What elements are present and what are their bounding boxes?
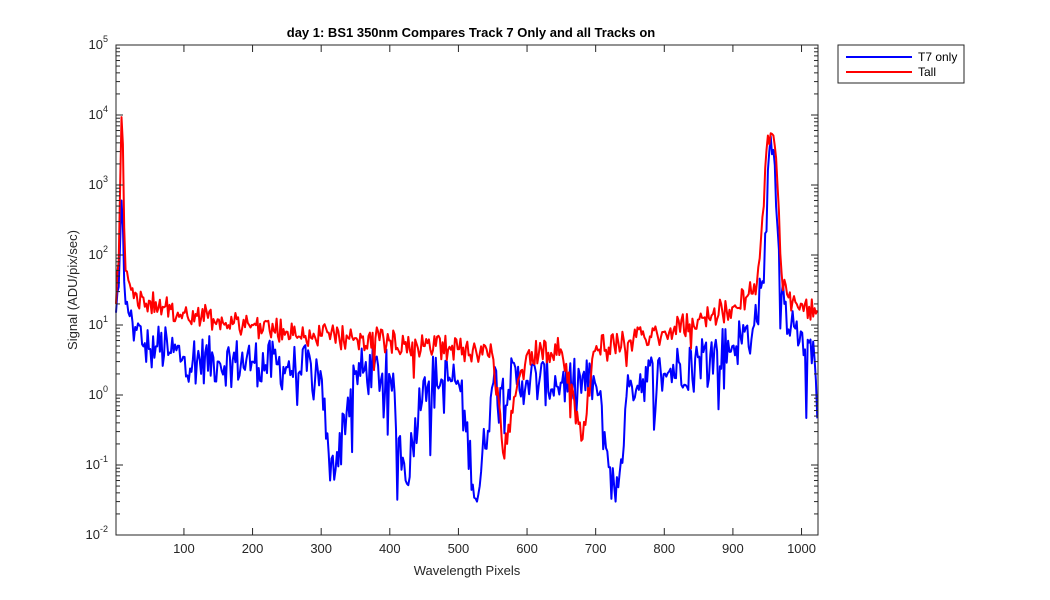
y-tick-label: 102: [89, 244, 108, 262]
y-tick-label: 10-2: [86, 524, 108, 542]
series-line-tall: [115, 116, 819, 460]
legend: T7 only Tall: [837, 44, 965, 84]
plot-area: [116, 45, 818, 535]
series-layer: [115, 116, 819, 503]
y-axis: 10-2 10-1 100 101 102 103 104 105: [86, 34, 818, 542]
y-tick-label: 105: [89, 34, 108, 52]
y-axis-label: Signal (ADU/pix/sec): [65, 230, 80, 350]
x-tick-label: 800: [653, 541, 675, 556]
chart-title: day 1: BS1 350nm Compares Track 7 Only a…: [287, 25, 656, 40]
x-axis-label: Wavelength Pixels: [414, 563, 521, 578]
plot-frame: [115, 44, 819, 536]
x-tick-label: 100: [173, 541, 195, 556]
legend-label-t7-only: T7 only: [918, 50, 957, 64]
y-tick-label: 101: [89, 314, 108, 332]
x-tick-label: 200: [242, 541, 264, 556]
x-tick-label: 500: [448, 541, 470, 556]
legend-label-tall: Tall: [918, 65, 936, 79]
x-tick-label: 600: [516, 541, 538, 556]
x-axis: 100 200 300 400 500 600 700 800 900 1000: [173, 45, 816, 556]
x-tick-label: 700: [585, 541, 607, 556]
y-tick-label: 104: [89, 104, 108, 122]
y-tick-label: 10-1: [86, 454, 108, 472]
x-tick-label: 400: [379, 541, 401, 556]
y-tick-label: 100: [89, 384, 108, 402]
series-line-t7-only: [115, 134, 819, 503]
x-tick-label: 1000: [787, 541, 816, 556]
y-tick-label: 103: [89, 174, 108, 192]
legend-box: [837, 44, 965, 84]
x-tick-label: 900: [722, 541, 744, 556]
x-tick-label: 300: [310, 541, 332, 556]
